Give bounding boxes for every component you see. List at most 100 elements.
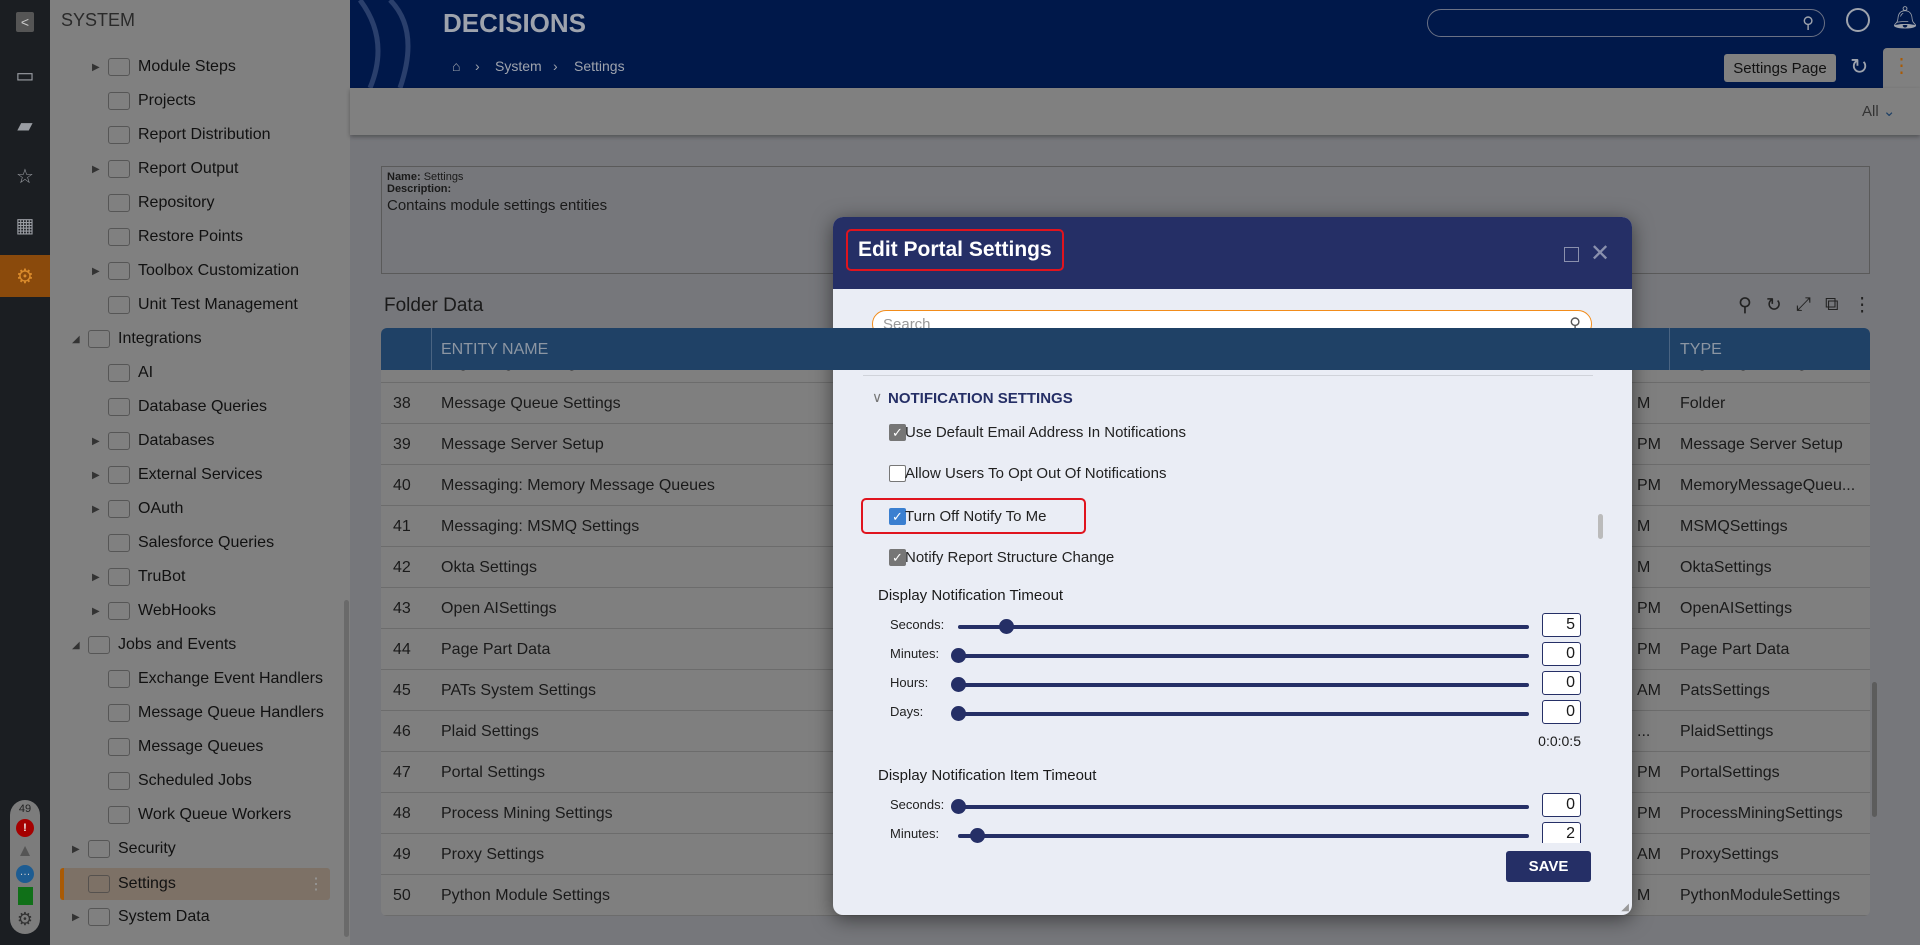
slider-track[interactable] <box>951 706 1529 721</box>
expand-arrow-icon[interactable]: ▶ <box>92 503 100 515</box>
breadcrumb-system[interactable]: System <box>495 58 542 74</box>
error-icon[interactable]: ! <box>16 819 34 837</box>
expand-arrow-icon[interactable]: ◢ <box>72 333 80 345</box>
apps-grid-icon[interactable]: ▦ <box>15 214 35 237</box>
search-icon[interactable]: ⚲ <box>1569 316 1581 333</box>
search-icon[interactable]: ⚲ <box>1802 15 1814 32</box>
sidebar-item-unit-test-management[interactable]: Unit Test Management <box>50 290 350 320</box>
checkbox[interactable]: ✓ <box>889 549 906 566</box>
copy-icon[interactable]: ⧉ <box>1825 294 1839 315</box>
sidebar-item-repository[interactable]: Repository <box>50 188 350 218</box>
slider-thumb[interactable] <box>970 828 986 843</box>
sidebar-item-module-steps[interactable]: ▶ Module Steps <box>50 52 350 82</box>
sidebar-item-oauth[interactable]: ▶ OAuth <box>50 494 350 524</box>
warning-icon[interactable]: ▲ <box>16 841 34 860</box>
value-input[interactable]: 0 <box>1542 642 1581 666</box>
expand-arrow-icon[interactable]: ▶ <box>72 911 80 923</box>
sidebar-item-ai[interactable]: AI <box>50 358 350 388</box>
resize-handle-icon[interactable]: ◢ <box>1621 902 1629 913</box>
slider-thumb[interactable] <box>951 706 966 721</box>
sidebar-item-exchange-event-handlers[interactable]: Exchange Event Handlers <box>50 664 350 694</box>
sidebar-item-toolbox-customization[interactable]: ▶ Toolbox Customization <box>50 256 350 286</box>
value-input[interactable]: 0 <box>1542 793 1581 817</box>
more-options-icon[interactable]: ⋮ <box>1852 295 1872 316</box>
checkbox[interactable]: ✓ <box>889 424 906 441</box>
sidebar-item-webhooks[interactable]: ▶ WebHooks <box>50 596 350 626</box>
column-header-type[interactable]: TYPE <box>1680 341 1722 358</box>
sidebar-scrollbar[interactable] <box>344 600 349 937</box>
slider-track[interactable] <box>951 799 1529 814</box>
sidebar-item-integrations[interactable]: ◢ Integrations <box>50 324 350 354</box>
chat-icon[interactable]: … <box>16 865 34 883</box>
sidebar-item-salesforce-queries[interactable]: Salesforce Queries <box>50 528 350 558</box>
expand-arrow-icon[interactable]: ▶ <box>92 571 100 583</box>
breadcrumb-settings[interactable]: Settings <box>574 58 625 74</box>
section-notification-settings[interactable]: NOTIFICATION SETTINGS <box>888 390 1073 407</box>
column-header-entity-name[interactable]: ENTITY NAME <box>441 341 549 358</box>
sidebar-item-settings[interactable]: Settings ⋮ <box>60 868 330 900</box>
refresh-icon[interactable]: ↻ <box>1765 295 1782 316</box>
expand-arrow-icon[interactable]: ▶ <box>92 605 100 617</box>
sidebar-item-databases[interactable]: ▶ Databases <box>50 426 350 456</box>
refresh-icon[interactable]: ↻ <box>1850 54 1869 79</box>
sidebar-item-message-queue-handlers[interactable]: Message Queue Handlers <box>50 698 350 728</box>
more-options-icon[interactable]: ⋮ <box>1883 48 1920 88</box>
filter-dropdown[interactable]: All ⌄ <box>1862 102 1895 120</box>
sidebar-item-report-output[interactable]: ▶ Report Output <box>50 154 350 184</box>
bell-icon[interactable]: 🔔︎ <box>1891 5 1919 30</box>
value-input[interactable]: 0 <box>1542 671 1581 695</box>
maximize-icon[interactable] <box>1564 247 1579 262</box>
sidebar-item-trubot[interactable]: ▶ TruBot <box>50 562 350 592</box>
expand-arrow-icon[interactable]: ▶ <box>72 843 80 855</box>
sidebar-item-external-services[interactable]: ▶ External Services <box>50 460 350 490</box>
sidebar-item-jobs-and-events[interactable]: ◢ Jobs and Events <box>50 630 350 660</box>
settings-page-button[interactable]: Settings Page <box>1724 54 1836 82</box>
dialog-scrollbar[interactable] <box>1598 514 1603 539</box>
projects-icon[interactable]: ▭ <box>15 64 35 87</box>
item-menu-icon[interactable]: ⋮ <box>308 876 324 893</box>
expand-arrow-icon[interactable]: ◢ <box>72 639 80 651</box>
expand-arrow-icon[interactable]: ▶ <box>92 469 100 481</box>
global-search-input[interactable]: ⚲ <box>1427 9 1825 37</box>
slider-thumb[interactable] <box>951 677 966 692</box>
close-icon[interactable]: ✕ <box>1590 240 1611 267</box>
chevron-down-icon[interactable]: ∨ <box>872 389 883 405</box>
expand-arrow-icon[interactable]: ▶ <box>92 163 100 175</box>
checkbox[interactable] <box>889 465 906 482</box>
sidebar-item-scheduled-jobs[interactable]: Scheduled Jobs <box>50 766 350 796</box>
expand-icon[interactable]: ⤢ <box>1795 294 1812 315</box>
folder-icon[interactable]: ▰ <box>17 114 33 137</box>
sidebar-item-message-queues[interactable]: Message Queues <box>50 732 350 762</box>
collapse-back-icon[interactable]: < <box>0 2 50 42</box>
document-icon[interactable] <box>17 887 33 905</box>
sidebar-item-database-queries[interactable]: Database Queries <box>50 392 350 422</box>
slider-track[interactable] <box>958 619 1529 634</box>
slider-thumb[interactable] <box>951 799 966 814</box>
value-input[interactable]: 0 <box>1542 700 1581 724</box>
sidebar-item-system-data[interactable]: ▶ System Data <box>50 902 350 932</box>
user-profile-icon[interactable] <box>1846 8 1870 32</box>
value-input[interactable]: 5 <box>1542 613 1581 637</box>
save-button[interactable]: SAVE <box>1506 851 1591 882</box>
tools-gear-icon[interactable]: ⚙ <box>16 909 34 929</box>
sidebar-item-security[interactable]: ▶ Security <box>50 834 350 864</box>
star-icon[interactable]: ☆ <box>16 165 34 188</box>
sidebar-item-report-distribution[interactable]: Report Distribution <box>50 120 350 150</box>
table-row[interactable]: 50 Python Module Settings M PythonModuleSet… <box>381 875 1870 916</box>
slider-track[interactable] <box>951 677 1529 692</box>
sidebar-item-projects[interactable]: Projects <box>50 86 350 116</box>
table-scrollbar[interactable] <box>1872 682 1877 817</box>
slider-track[interactable] <box>958 828 1529 843</box>
slider-thumb[interactable] <box>999 619 1015 634</box>
expand-arrow-icon[interactable]: ▶ <box>92 61 100 73</box>
checkbox[interactable]: ✓ <box>889 508 906 525</box>
slider-thumb[interactable] <box>951 648 966 663</box>
sidebar-item-restore-points[interactable]: Restore Points <box>50 222 350 252</box>
slider-track[interactable] <box>951 648 1529 663</box>
gear-icon[interactable]: ⚙ <box>0 255 50 297</box>
value-input[interactable]: 2 <box>1542 822 1581 843</box>
home-icon[interactable]: ⌂ <box>452 58 461 74</box>
search-icon[interactable]: ⚲ <box>1738 295 1752 316</box>
expand-arrow-icon[interactable]: ▶ <box>92 265 100 277</box>
sidebar-item-work-queue-workers[interactable]: Work Queue Workers <box>50 800 350 830</box>
